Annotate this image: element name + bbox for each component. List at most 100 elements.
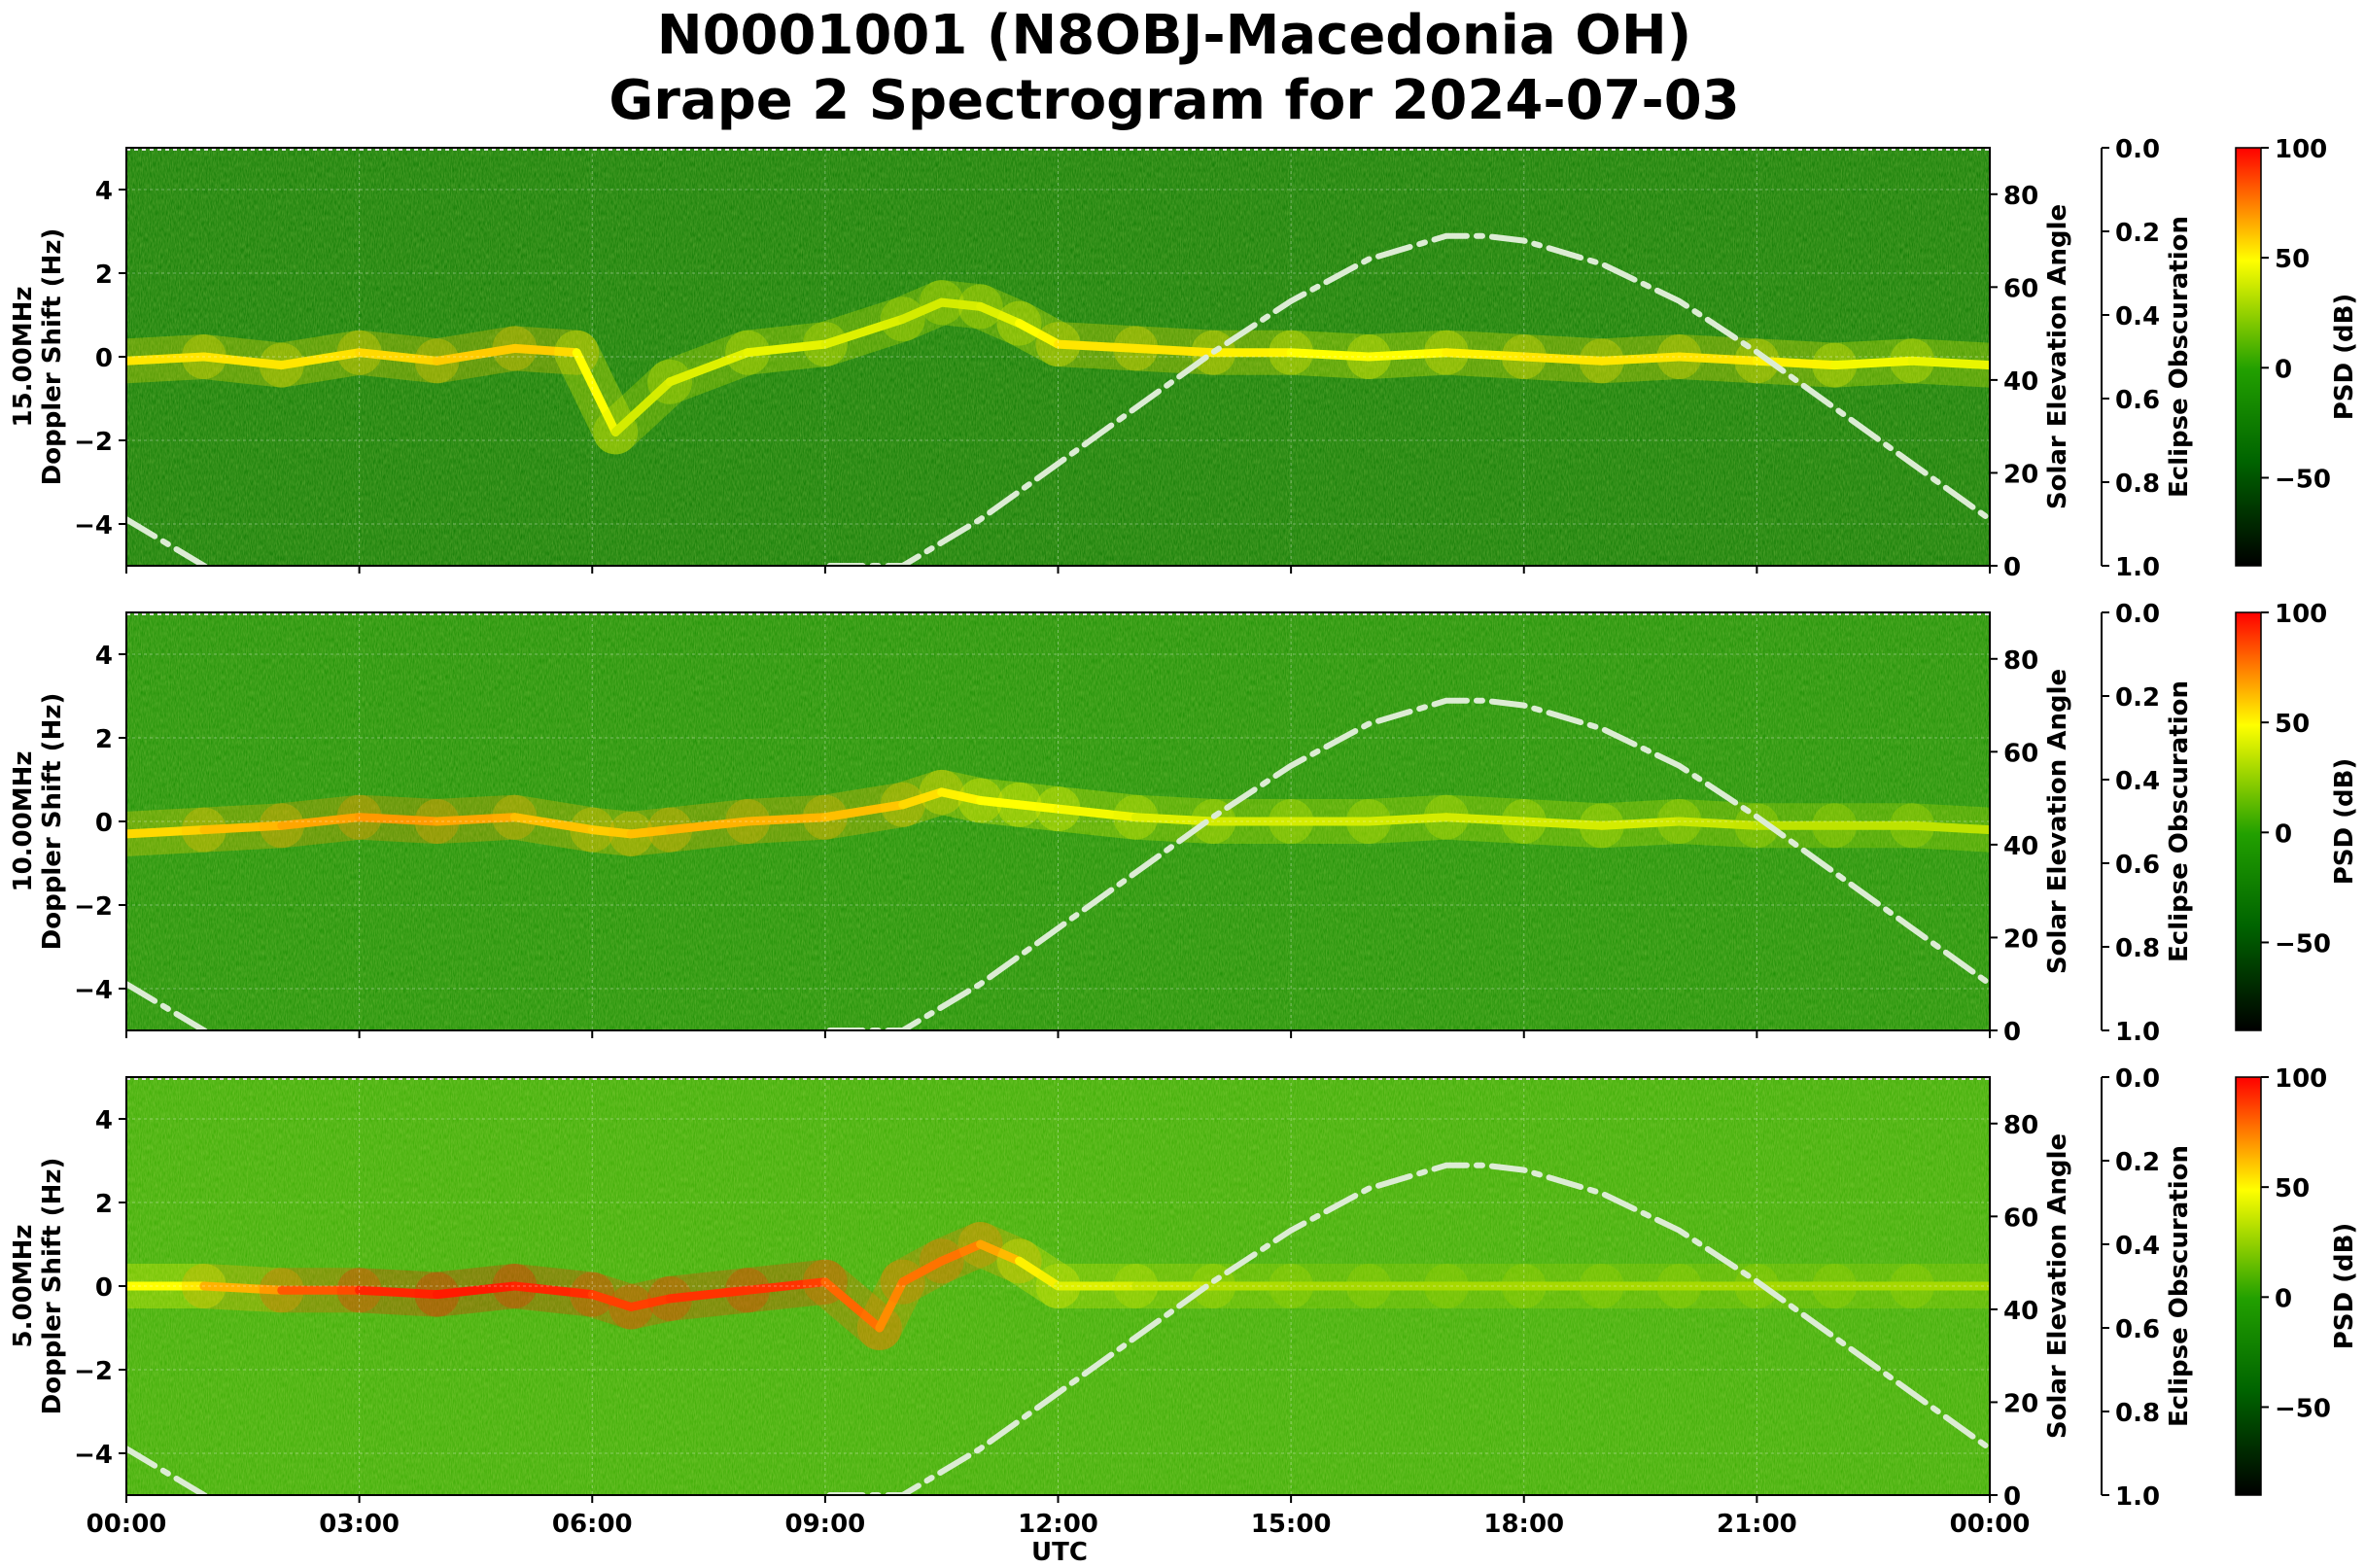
- x-axis-label: UTC: [1031, 1538, 1088, 1567]
- panels-group: 420−2−415.00MHz Doppler Shift (Hz)0204060…: [9, 135, 2359, 1539]
- doppler-trace-segment: [875, 1277, 908, 1333]
- doppler-trace-segment: [1015, 1256, 1062, 1291]
- y-axis-label-frequency: 15.00MHz: [9, 286, 38, 427]
- eclipse-tick-label: 0.4: [2115, 767, 2160, 796]
- doppler-trace-segment: [1675, 352, 1761, 366]
- x-tick-label: 03:00: [319, 1510, 400, 1539]
- y-tick-label: −2: [74, 892, 113, 922]
- y-tick-label: 4: [95, 177, 113, 206]
- eclipse-tick-label: 0.2: [2115, 1148, 2160, 1177]
- colorbar-tick-label: 50: [2275, 710, 2310, 739]
- doppler-trace-segment: [665, 817, 752, 835]
- solar-tick-label: 0: [2003, 1018, 2021, 1047]
- solar-tick-label: 20: [2003, 1389, 2038, 1418]
- eclipse-tick-label: 0.0: [2115, 600, 2160, 629]
- y-tick-label: 2: [95, 725, 113, 754]
- doppler-trace-segment: [199, 352, 287, 370]
- y-tick-label: −4: [74, 976, 113, 1005]
- y-axis-label-doppler: Doppler Shift (Hz): [38, 228, 67, 486]
- doppler-trace-segment: [626, 1294, 675, 1311]
- colorbar-tick-label: −50: [2275, 929, 2331, 958]
- colorbar-tick-label: 0: [2275, 355, 2292, 384]
- spectrogram-content: [126, 612, 1990, 1030]
- doppler-trace-segment: [898, 787, 947, 810]
- doppler-trace-segment: [126, 825, 209, 839]
- y-tick-label: 0: [95, 1273, 113, 1303]
- doppler-trace-segment: [587, 825, 636, 839]
- doppler-trace-segment: [976, 301, 1025, 329]
- doppler-trace-segment: [355, 348, 441, 366]
- eclipse-tick-label: 0.2: [2115, 219, 2160, 248]
- solar-tick-label: 40: [2003, 1297, 2038, 1326]
- eclipse-tick-label: 0.6: [2115, 851, 2160, 880]
- x-tick-label: 21:00: [1717, 1510, 1797, 1539]
- doppler-trace-segment: [820, 1277, 885, 1333]
- colorbar: [2235, 1076, 2262, 1496]
- doppler-trace-segment: [199, 1281, 287, 1295]
- solar-tick-label: 20: [2003, 924, 2038, 954]
- panel-500mhz: 420−2−45.00MHz Doppler Shift (Hz)02040608…: [9, 1064, 2359, 1539]
- doppler-trace-segment: [1597, 817, 1684, 830]
- doppler-trace-segment: [1015, 319, 1062, 349]
- figure-title-line1: N0001001 (N8OBJ-Macedonia OH): [657, 4, 1692, 67]
- solar-elevation-label: Solar Elevation Angle: [2043, 1133, 2072, 1439]
- doppler-trace-segment: [1364, 813, 1451, 826]
- solar-elevation-label: Solar Elevation Angle: [2043, 669, 2072, 974]
- colorbar-tick-label: 50: [2275, 1174, 2310, 1203]
- doppler-trace-segment: [126, 352, 209, 366]
- panel-1500mhz: 420−2−415.00MHz Doppler Shift (Hz)0204060…: [9, 135, 2359, 582]
- doppler-trace-segment: [898, 297, 947, 324]
- y-axis-label-frequency: 10.00MHz: [9, 750, 38, 891]
- doppler-trace-segment: [820, 800, 908, 822]
- doppler-trace-segment: [509, 1281, 597, 1300]
- spectrogram-content: [126, 148, 1990, 566]
- doppler-trace-segment: [1054, 339, 1140, 353]
- colorbar-tick-label: 0: [2275, 819, 2292, 849]
- doppler-trace-segment: [665, 348, 752, 387]
- doppler-trace-segment: [355, 813, 441, 826]
- figure-title-line2: Grape 2 Spectrogram for 2024-07-03: [609, 69, 1739, 132]
- solar-tick-label: 60: [2003, 1203, 2038, 1233]
- doppler-trace-segment: [743, 1277, 830, 1295]
- solar-tick-label: 80: [2003, 646, 2038, 676]
- solar-tick-label: 40: [2003, 367, 2038, 397]
- doppler-trace-segment: [626, 825, 675, 839]
- y-tick-label: −2: [74, 1357, 113, 1386]
- x-tick-label: 06:00: [552, 1510, 633, 1539]
- x-tick-label: 09:00: [784, 1510, 865, 1539]
- colorbar-label: PSD (dB): [2330, 1223, 2359, 1350]
- eclipse-tick-label: 0.0: [2115, 135, 2160, 164]
- eclipse-tick-label: 1.0: [2115, 1018, 2160, 1047]
- y-tick-label: −2: [74, 428, 113, 457]
- eclipse-tick-label: 0.8: [2115, 1399, 2160, 1428]
- solar-tick-label: 60: [2003, 739, 2038, 768]
- y-tick-label: −4: [74, 511, 113, 540]
- solar-tick-label: 0: [2003, 1482, 2021, 1512]
- eclipse-tick-label: 1.0: [2115, 1482, 2160, 1512]
- eclipse-tick-label: 0.2: [2115, 683, 2160, 713]
- solar-elevation-label: Solar Elevation Angle: [2043, 204, 2072, 509]
- doppler-trace-segment: [199, 820, 287, 835]
- doppler-trace-segment: [1597, 352, 1684, 366]
- eclipse-tick-label: 0.6: [2115, 1315, 2160, 1344]
- solar-elevation-curve: [126, 697, 1990, 1030]
- solar-tick-label: 80: [2003, 182, 2038, 211]
- colorbar-tick-label: −50: [2275, 465, 2331, 494]
- doppler-trace-segment: [1907, 820, 1990, 835]
- eclipse-tick-label: 0.4: [2115, 1232, 2160, 1261]
- doppler-trace-segment: [976, 796, 1025, 810]
- doppler-trace-segment: [509, 813, 597, 835]
- colorbar: [2235, 147, 2262, 567]
- x-tick-label: 00:00: [1950, 1510, 2031, 1539]
- eclipse-obscuration-label: Eclipse Obscuration: [2165, 680, 2194, 962]
- solar-tick-label: 0: [2003, 553, 2021, 582]
- eclipse-tick-label: 0.8: [2115, 470, 2160, 499]
- y-tick-label: 2: [95, 261, 113, 290]
- y-axis-label-frequency: 5.00MHz: [9, 1225, 38, 1348]
- doppler-trace-segment: [976, 1239, 1025, 1266]
- solar-tick-label: 80: [2003, 1111, 2038, 1140]
- eclipse-tick-label: 0.0: [2115, 1064, 2160, 1094]
- doppler-trace-segment: [1442, 348, 1529, 362]
- colorbar-label: PSD (dB): [2330, 294, 2359, 421]
